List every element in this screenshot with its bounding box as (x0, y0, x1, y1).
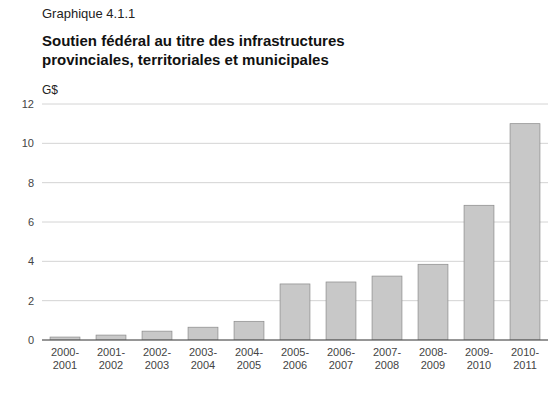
x-tick-label: 2004-2005 (235, 346, 263, 371)
text-line: 2007 (329, 359, 353, 371)
bar (510, 124, 540, 340)
y-tick-label: 4 (28, 255, 34, 267)
chart-container: Graphique 4.1.1 Soutien fédéral au titre … (0, 0, 560, 394)
grid-line (42, 182, 548, 183)
x-tick-label: 2000-2001 (51, 346, 79, 371)
grid-line (42, 340, 548, 341)
bar (280, 284, 310, 340)
bar (142, 331, 172, 340)
text-line: 2009- (465, 346, 493, 358)
x-tick-label: 2009-2010 (465, 346, 493, 371)
chart-svg: Graphique 4.1.1 Soutien fédéral au titre … (0, 0, 560, 394)
text-line: 2003- (189, 346, 217, 358)
bar (372, 276, 402, 340)
text-line: 2005- (281, 346, 309, 358)
text-line: 2002- (143, 346, 171, 358)
text-line: provinciales, territoriales et municipal… (42, 51, 329, 68)
title: Soutien fédéral au titre des infrastruct… (42, 32, 345, 68)
bar (96, 335, 126, 340)
text-line: Soutien fédéral au titre des infrastruct… (42, 32, 345, 49)
background (0, 0, 560, 394)
bar (418, 264, 448, 340)
text-line: 2006 (283, 359, 307, 371)
text-line: 2008- (419, 346, 447, 358)
y-tick-label: 6 (28, 216, 34, 228)
text-line: 2011 (513, 359, 537, 371)
y-axis-label: G$ (42, 83, 58, 97)
bar (326, 282, 356, 340)
x-tick-label: 2007-2008 (373, 346, 401, 371)
text-line: 2008 (375, 359, 399, 371)
y-tick-label: 8 (28, 177, 34, 189)
y-axis: 0 2 4 6 8 10 12 (22, 98, 548, 346)
text-line: 2001 (53, 359, 77, 371)
bars (50, 124, 540, 340)
x-tick-label: 2005-2006 (281, 346, 309, 371)
x-tick-label: 2003-2004 (189, 346, 217, 371)
x-tick-label: 2002-2003 (143, 346, 171, 371)
bar (188, 327, 218, 340)
text-line: 2004 (191, 359, 215, 371)
x-axis: 2000-20012001-20022002-20032003-20042004… (51, 346, 539, 371)
text-line: 2010- (511, 346, 539, 358)
text-line: 2007- (373, 346, 401, 358)
x-tick-label: 2006-2007 (327, 346, 355, 371)
x-tick-label: 2010-2011 (511, 346, 539, 371)
text-line: 2000- (51, 346, 79, 358)
y-tick-label: 12 (22, 98, 34, 110)
grid-line (42, 104, 548, 105)
text-line: 2001- (97, 346, 125, 358)
x-axis-line (42, 340, 548, 341)
bar (464, 205, 494, 340)
x-tick-label: 2001-2002 (97, 346, 125, 371)
y-tick-label: 2 (28, 295, 34, 307)
bar (234, 321, 264, 340)
y-tick-label: 10 (22, 137, 34, 149)
x-tick-label: 2008-2009 (419, 346, 447, 371)
text-line: 2010 (467, 359, 491, 371)
subtitle: Graphique 4.1.1 (42, 6, 135, 21)
text-line: 2003 (145, 359, 169, 371)
text-line: 2004- (235, 346, 263, 358)
text-line: 2009 (421, 359, 445, 371)
text-line: 2005 (237, 359, 261, 371)
grid-line (42, 143, 548, 144)
text-line: 2006- (327, 346, 355, 358)
y-tick-label: 0 (28, 334, 34, 346)
text-line: 2002 (99, 359, 123, 371)
